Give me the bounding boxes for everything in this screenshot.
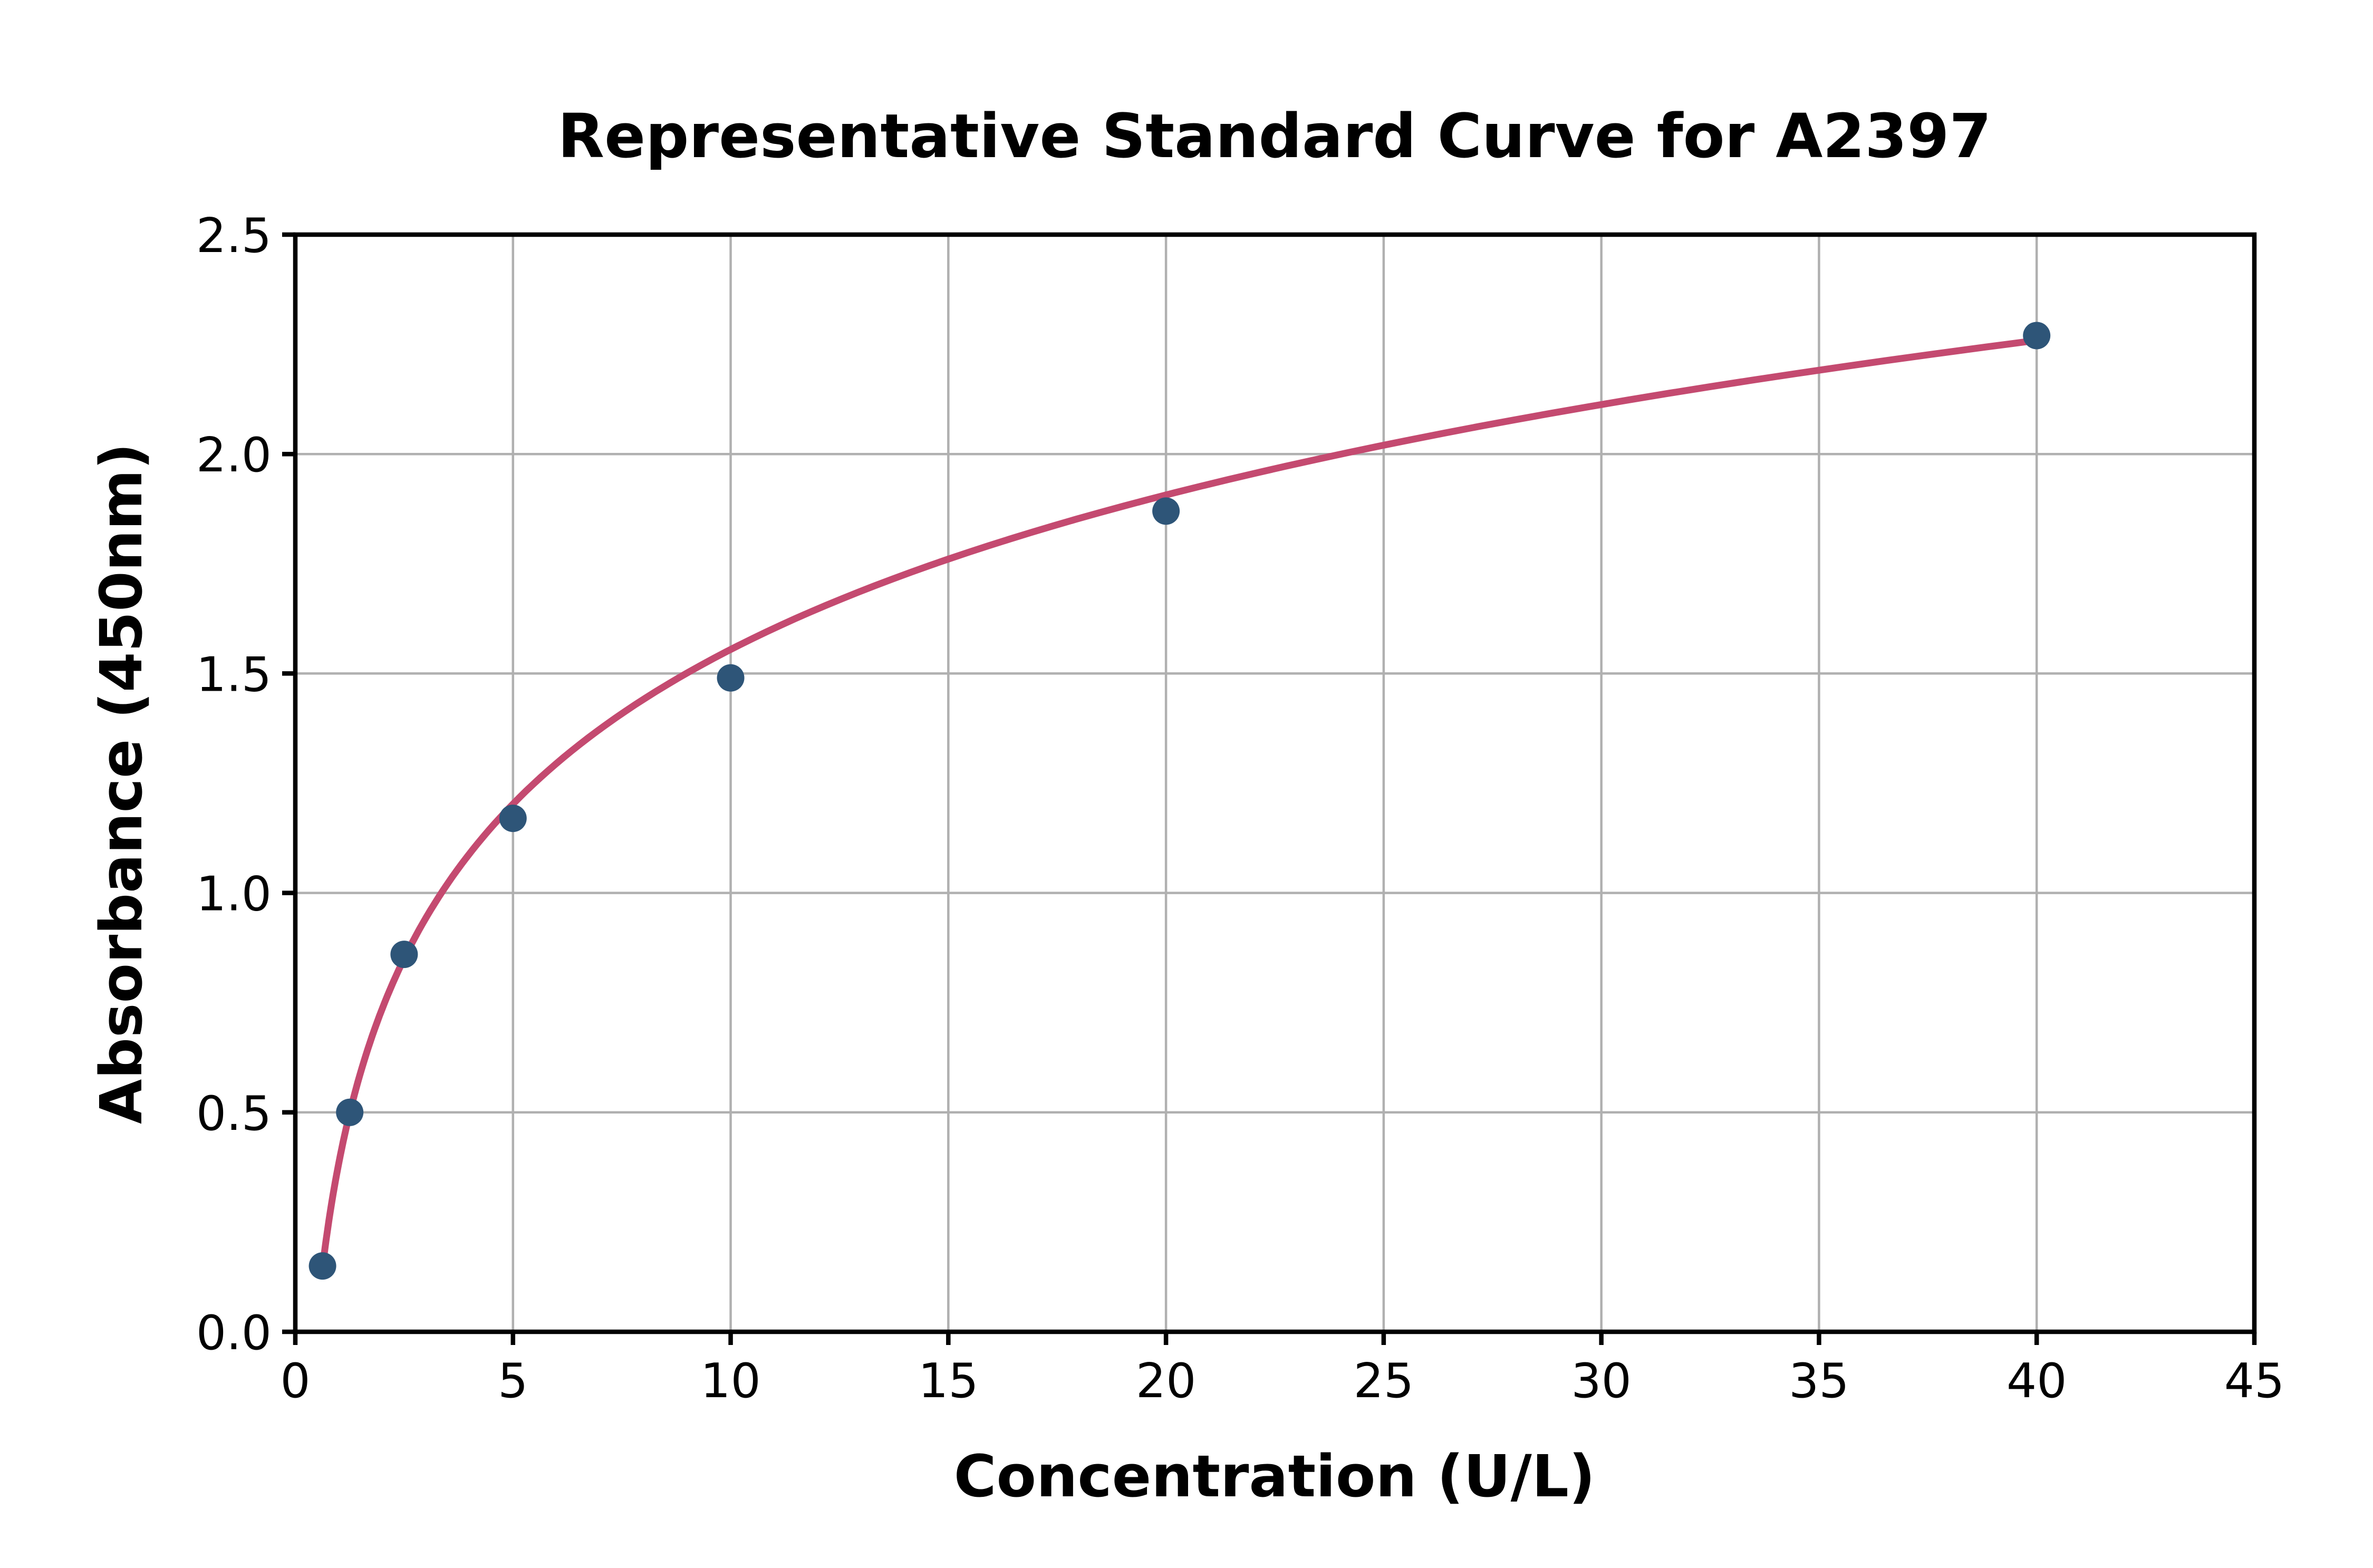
plot-border <box>293 232 2257 1334</box>
x-tick-label: 40 <box>2007 1353 2067 1409</box>
data-point <box>308 1252 336 1280</box>
data-point <box>1152 497 1180 525</box>
y-tick-label: 0.5 <box>196 1086 272 1141</box>
x-tick-label: 0 <box>280 1353 310 1409</box>
data-point <box>717 664 745 692</box>
chart-title: Representative Standard Curve for A2397 <box>558 101 1992 172</box>
y-tick-label: 0.0 <box>196 1305 272 1361</box>
y-tick-label: 1.5 <box>196 647 272 702</box>
y-tick-label: 2.0 <box>196 428 272 483</box>
data-point <box>336 1098 364 1126</box>
x-axis-label: Concentration (U/L) <box>954 1443 1595 1510</box>
y-axis-label: Absorbance (450nm) <box>88 443 155 1124</box>
x-tick-label: 10 <box>700 1353 761 1409</box>
x-tick-label: 35 <box>1789 1353 1849 1409</box>
x-tick-label: 25 <box>1354 1353 1414 1409</box>
x-tick-label: 20 <box>1136 1353 1197 1409</box>
x-tick-label: 5 <box>498 1353 528 1409</box>
data-point <box>499 805 527 833</box>
x-tick-label: 15 <box>918 1353 979 1409</box>
x-tick-label: 45 <box>2224 1353 2285 1409</box>
plot-area: 0 5 10 15 20 25 30 35 40 45 0.0 0.5 1.0 1.5 2.0 2.5 <box>196 208 2284 1409</box>
fit-curve <box>319 337 2040 1271</box>
x-tick-label: 30 <box>1571 1353 1632 1409</box>
y-tick-label: 1.0 <box>196 867 272 922</box>
data-point <box>2023 322 2051 350</box>
y-tick-label: 2.5 <box>196 208 272 264</box>
data-point <box>390 941 418 969</box>
